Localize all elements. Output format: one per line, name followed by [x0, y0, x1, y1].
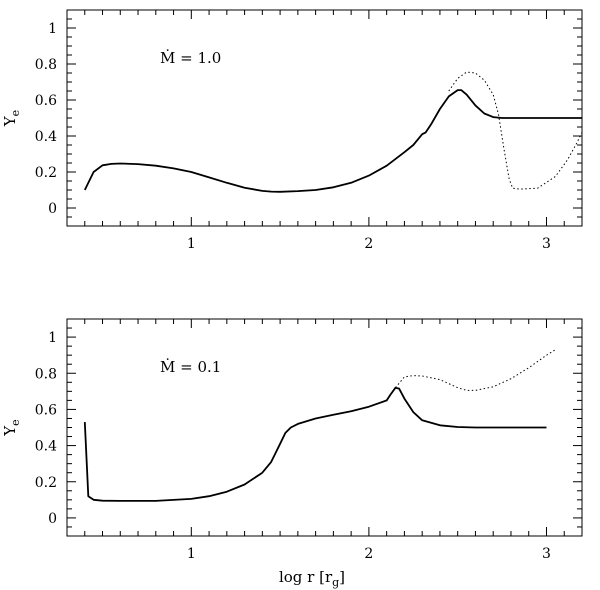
y-tick-label: 0.2: [35, 165, 57, 181]
solid-series-line: [83, 386, 547, 502]
x-axis-label: log r [rg]: [279, 568, 345, 589]
x-tick-label: 1: [187, 236, 196, 252]
x-tick-label: 2: [364, 236, 373, 252]
y-axis-label: Ye: [1, 419, 22, 436]
y-tick-label: 0.6: [35, 93, 57, 109]
dotted-series-line: [448, 71, 582, 190]
y-tick-label: 0: [48, 511, 57, 527]
bottom-panel: 1 2 3 0 0.2 0.4 0.6 0.8 1 Ye Ṁ = 0.1: [1, 318, 583, 562]
x-tick-label: 1: [187, 546, 196, 562]
y-tick-label: 1: [48, 330, 57, 346]
y-tick-label: 0.8: [35, 366, 57, 382]
y-tick-label: 0.4: [35, 129, 57, 145]
dotted-series-line: [395, 349, 556, 391]
x-tick-label: 2: [364, 546, 373, 562]
panel-annotation: Ṁ = 0.1: [160, 358, 221, 376]
y-tick-label: 0.8: [35, 57, 57, 73]
x-tick-label: 3: [542, 236, 551, 252]
x-tick-label: 3: [542, 546, 551, 562]
y-tick-label: 0.2: [35, 475, 57, 491]
y-axis-label: Ye: [1, 110, 22, 127]
y-tick-label: 0: [48, 201, 57, 217]
y-tick-label: 0.6: [35, 402, 57, 418]
y-tick-label: 0.4: [35, 439, 57, 455]
y-tick-label: 1: [48, 21, 57, 37]
top-panel: 1 2 3 0 0.2 0.4 0.6 0.8 1 Ye Ṁ = 1.0: [1, 9, 583, 252]
solid-series-line: [83, 89, 582, 193]
panel-annotation: Ṁ = 1.0: [160, 49, 221, 67]
